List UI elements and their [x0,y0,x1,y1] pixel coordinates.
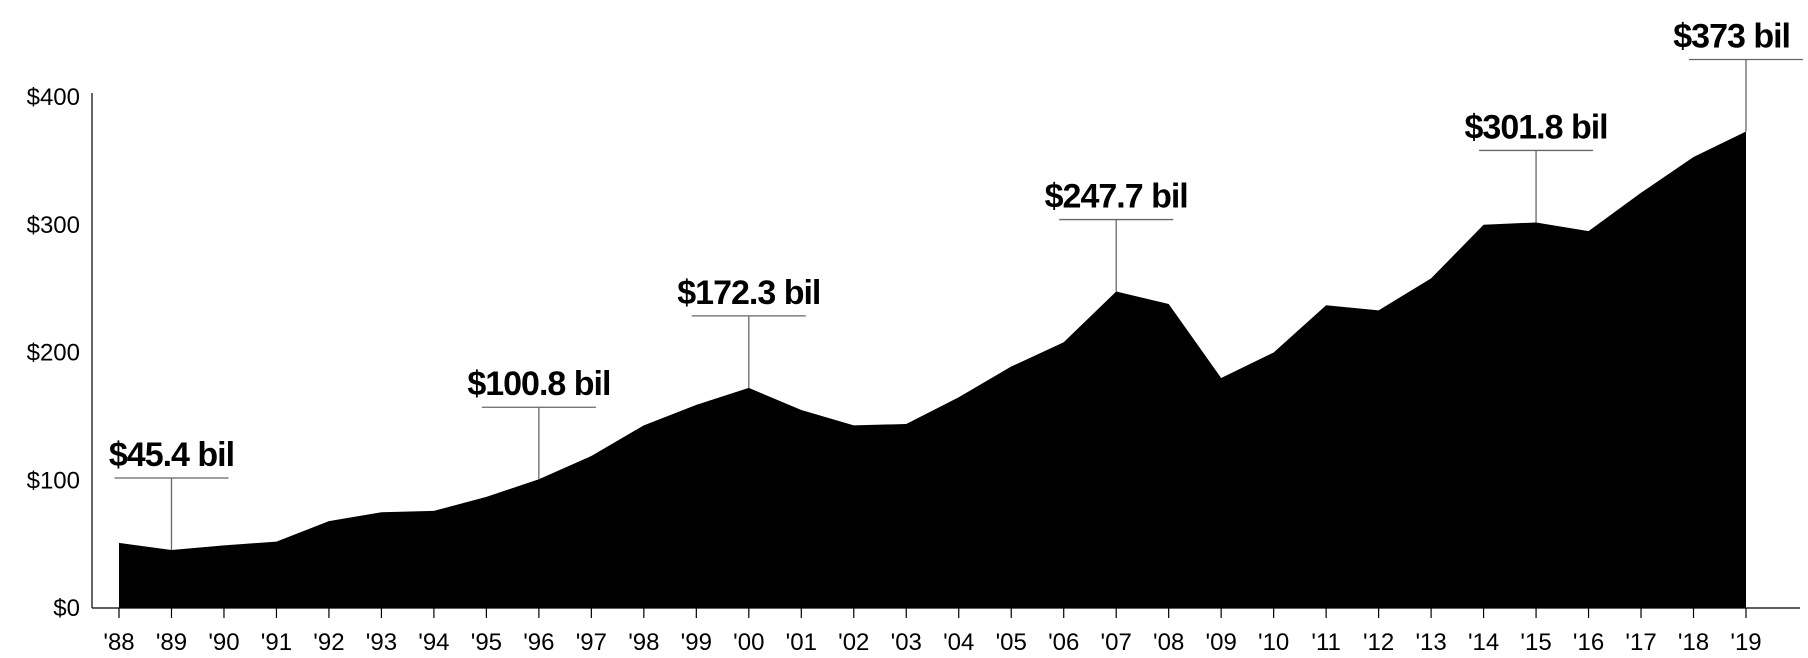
x-tick-label: '08 [1153,629,1184,656]
x-tick-label: '95 [471,629,502,656]
y-tick-label: $0 [53,595,80,622]
x-tick-label: '97 [576,629,607,656]
x-tick-label: '13 [1415,629,1446,656]
x-tick-label: '12 [1363,629,1394,656]
y-tick-label: $200 [27,340,80,367]
y-tick-label: $300 [27,212,80,239]
x-tick-label: '90 [208,629,239,656]
annotations: $45.4 bil $100.8 bil $172.3 bil $247.7 bil $… [109,17,1803,551]
callout-label: $100.8 bil [467,365,610,403]
x-tick-label: '09 [1206,629,1237,656]
x-tick-label: '14 [1468,629,1499,656]
x-tick-label: '99 [681,629,712,656]
x-tick-label: '01 [786,629,817,656]
x-tick-label: '15 [1520,629,1551,656]
callout-label: $373 bil [1673,17,1790,55]
x-tick-label: '93 [366,629,397,656]
callout-label: $247.7 bil [1045,178,1188,216]
x-tick-label: '91 [261,629,292,656]
x-tick-label: '04 [943,629,974,656]
x-tick-label: '92 [313,629,344,656]
area-series [118,131,1747,609]
y-tick-label: $400 [27,84,80,111]
x-tick-label: '10 [1258,629,1289,656]
x-tick-label: '02 [838,629,869,656]
x-axis: '88 '89 '90 '91 '92 '93 '94 '95 '96 '97 '98 '99 '00 '… [92,607,1800,656]
callout-label: $172.3 bil [677,274,820,312]
x-tick-label: '88 [103,629,134,656]
x-tick-label: '05 [996,629,1027,656]
callout-label: $45.4 bil [109,436,234,474]
x-tick-label: '96 [523,629,554,656]
callout-label: $301.8 bil [1465,108,1608,146]
x-tick-label: '19 [1730,629,1761,656]
x-tick-label: '11 [1311,629,1341,656]
area-fill [119,131,1746,609]
x-tick-label: '94 [418,629,449,656]
x-tick-label: '18 [1678,629,1709,656]
x-tick-label: '16 [1573,629,1604,656]
x-tick-label: '06 [1048,629,1079,656]
y-tick-label: $100 [27,467,80,494]
x-tick-label: '17 [1625,629,1656,656]
x-tick-label: '98 [628,629,659,656]
x-tick-label: '00 [733,629,764,656]
x-tick-label: '07 [1101,629,1132,656]
x-tick-label: '03 [891,629,922,656]
y-axis: $0 $100 $200 $300 $400 [27,84,93,622]
x-tick-label: '89 [156,629,187,656]
